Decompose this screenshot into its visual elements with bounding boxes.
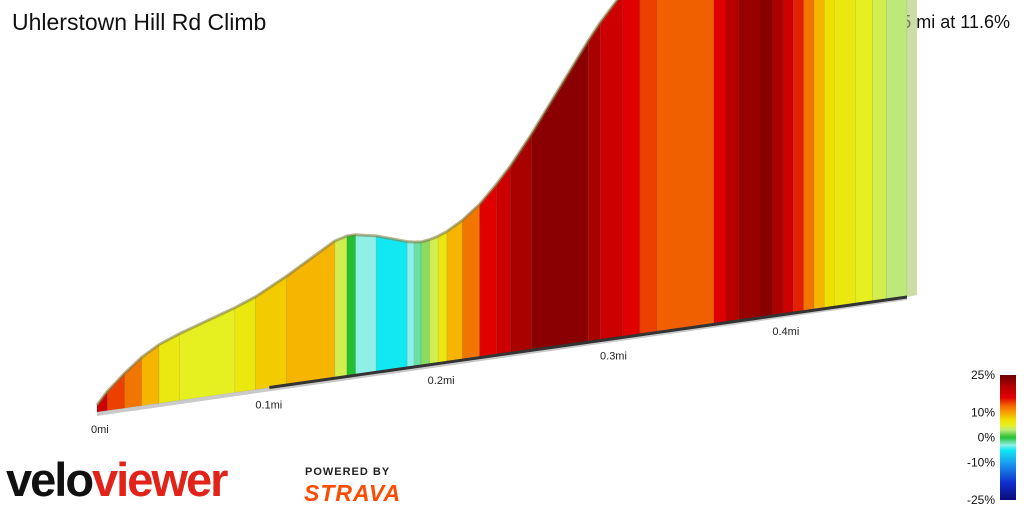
gradient-legend-bar <box>1000 375 1016 500</box>
gradient-segment <box>510 133 532 354</box>
gradient-segment <box>639 0 658 336</box>
distance-band <box>269 361 442 390</box>
legend-tick-label: 10% <box>971 406 995 420</box>
gradient-segment <box>854 0 873 305</box>
distance-tick-label: 0mi <box>91 424 109 436</box>
gradient-segment <box>792 0 804 314</box>
legend-tick-label: 25% <box>971 368 995 382</box>
distance-band <box>786 295 908 316</box>
gradient-segment <box>599 0 623 341</box>
gradient-segment <box>587 21 601 343</box>
distance-axis: 0mi 0.1mi 0.2mi 0.3mi 0.4mi <box>91 295 908 436</box>
chart-title: Uhlerstown Hill Rd Climb <box>12 9 267 35</box>
gradient-segment <box>772 0 784 317</box>
powered-by-text: POWERED BY <box>305 466 391 478</box>
gradient-segment <box>725 0 739 324</box>
legend-tick-label: -10% <box>967 456 995 470</box>
gradient-segment <box>286 240 336 386</box>
gradient-segment <box>496 164 511 356</box>
gradient-segment <box>834 0 856 308</box>
gradient-segment <box>107 372 125 411</box>
gradient-segment <box>656 0 715 333</box>
distance-tick-label: 0.4mi <box>772 326 799 338</box>
profile-end-face <box>907 0 917 297</box>
gradient-legend: 25% 10% 0% -10% -25% <box>967 368 1016 507</box>
gradient-segment <box>823 0 835 310</box>
gradient-segment <box>803 0 815 313</box>
gradient-segment <box>234 296 256 393</box>
distance-tick-label: 0.1mi <box>255 400 282 412</box>
gradient-segment <box>413 241 422 368</box>
gradient-segment <box>334 235 348 379</box>
gradient-segments <box>96 0 917 413</box>
gradient-segment <box>713 0 727 325</box>
logo-viewer-text: viewer <box>92 453 228 506</box>
distance-band <box>613 312 787 341</box>
distance-band <box>441 337 615 365</box>
gradient-segment <box>760 0 773 319</box>
legend-tick-label: -25% <box>967 493 995 507</box>
climb-summary: 0.5 mi at 11.6% <box>886 12 1010 32</box>
gradient-segment <box>375 235 408 373</box>
gradient-segment <box>462 203 480 361</box>
gradient-segment <box>782 0 794 315</box>
gradient-segment <box>813 0 825 311</box>
profile-top-edge <box>95 0 620 406</box>
gradient-segment <box>872 0 887 303</box>
gradient-segment <box>420 239 430 367</box>
gradient-segment <box>737 0 761 322</box>
gradient-segment <box>886 0 908 301</box>
distance-tick-label: 0.2mi <box>428 375 455 387</box>
legend-tick-label: 0% <box>978 431 996 445</box>
strava-logo: STRAVA <box>304 480 402 506</box>
gradient-segment <box>429 235 439 366</box>
distance-tick-label: 0.3mi <box>600 351 627 363</box>
gradient-segment <box>622 0 641 338</box>
gradient-segment <box>346 234 356 377</box>
gradient-segment <box>406 241 415 369</box>
gradient-segment <box>446 219 463 363</box>
gradient-segment <box>479 182 498 359</box>
gradient-segment <box>437 230 448 364</box>
veloviewer-logo: veloviewer <box>6 452 228 508</box>
logo-velo-text: velo <box>6 453 94 506</box>
gradient-segment <box>355 234 377 376</box>
